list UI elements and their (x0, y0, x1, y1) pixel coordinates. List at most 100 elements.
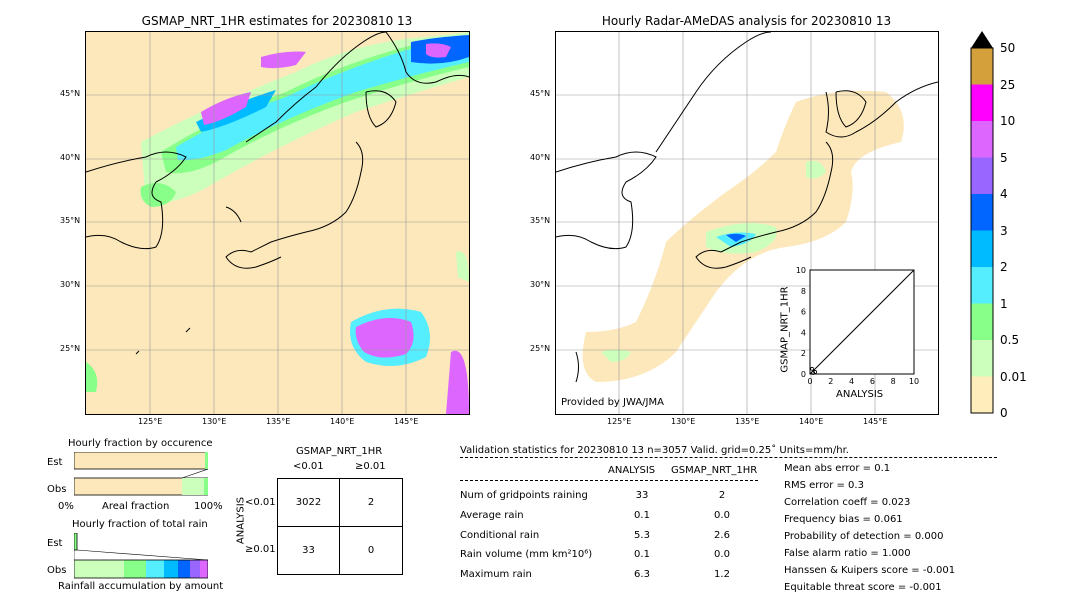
occurrence-axis-mid: Areal fraction (102, 501, 170, 512)
inset-y-tick: 0 (801, 370, 806, 379)
inset-y-tick: 2 (801, 349, 806, 358)
rainfall-svg (73, 532, 209, 579)
occurrence-bar-obs-rain (204, 478, 208, 495)
left-lon-tick: 130°E (202, 417, 227, 426)
left-map-coastline (86, 32, 469, 355)
rainfall-bar-obs-5 (178, 560, 190, 578)
right-lon-tick: 145°E (863, 417, 888, 426)
right-lon-tick: 130°E (671, 417, 696, 426)
validation-row-analysis: 33 (635, 490, 649, 501)
inset-x-tick: 6 (870, 377, 875, 386)
right-map-canvas (556, 32, 938, 414)
contingency-cell: 33 (302, 545, 315, 556)
contingency-title: GSMAP_NRT_1HR (296, 446, 383, 457)
validation-row-gsmap: 0.0 (714, 549, 730, 560)
left-lat-tick: 35°N (60, 216, 81, 225)
right-lon-tick: 135°E (735, 417, 760, 426)
left-map-grid (86, 32, 469, 414)
inset-svg: 00 2 2 4 4 6 6 8 8 10 10 (796, 266, 919, 386)
right-map-title: Hourly Radar-AMeDAS analysis for 2023081… (601, 14, 892, 28)
inset-ylabel: GSMAP_NRT_1HR (779, 286, 791, 373)
left-rain-field (86, 32, 469, 414)
validation-row-gsmap: 2.6 (714, 530, 730, 541)
rainfall-bar-obs-1 (74, 560, 124, 578)
colorbar-label: 0 (1000, 406, 1008, 420)
score-line: Mean abs error = 0.1 (784, 463, 891, 474)
occurrence-bar-obs-light (182, 478, 204, 495)
validation-row-gsmap: 2 (718, 490, 726, 501)
colorbar-swatch (971, 194, 993, 231)
colorbar-label: 25 (1000, 77, 1016, 92)
validation-header: Validation statistics for 20230810 13 n=… (460, 445, 849, 456)
inset-diagonal (809, 269, 915, 375)
left-lat-tick: 40°N (60, 153, 81, 162)
right-lat-tick: 45°N (530, 89, 551, 98)
colorbar-label: 5 (1000, 150, 1008, 165)
score-line: False alarm ratio = 1.000 (784, 548, 911, 559)
colorbar-label: 2 (1000, 260, 1008, 274)
validation-header-rule (460, 457, 997, 458)
colorbar-swatch (971, 267, 993, 304)
occurrence-bar-est (73, 451, 209, 470)
score-line: Probability of detection = 0.000 (784, 531, 944, 542)
inset-x-tick: 2 (828, 377, 833, 386)
inset-x-tick: 8 (891, 377, 896, 386)
colorbar-swatch (971, 121, 993, 158)
rainfall-bar-obs-2 (124, 560, 146, 578)
inset-xlabel: ANALYSIS (836, 389, 884, 400)
occurrence-svg (73, 451, 209, 496)
left-lat-tick: 30°N (60, 280, 81, 289)
occurrence-axis-right: 100% (194, 501, 223, 512)
left-lat-tick: 45°N (60, 89, 81, 98)
contingency-row-label: <0.01 (245, 497, 276, 508)
score-line: Equitable threat score = -0.001 (784, 582, 942, 593)
colorbar-swatch (971, 84, 993, 121)
score-line: Hanssen & Kuipers score = -0.001 (784, 565, 956, 576)
validation-row-analysis: 0.1 (634, 549, 650, 560)
contingency-col-label: <0.01 (293, 461, 324, 472)
inset-x-tick: 0 (807, 377, 812, 386)
contingency-cell: 3022 (295, 497, 322, 508)
contingency-col-label: ≥0.01 (355, 461, 386, 472)
right-lat-tick: 40°N (530, 153, 551, 162)
validation-row-gsmap: 1.2 (714, 569, 730, 580)
left-map-canvas (86, 32, 469, 414)
occurrence-row-est: Est (47, 457, 63, 468)
rainfall-caption: Rainfall accumulation by amount (58, 581, 224, 592)
left-map (85, 31, 470, 415)
occurrence-title: Hourly fraction by occurence (68, 438, 213, 449)
contingency-cell: 2 (367, 497, 375, 508)
validation-row-label: Maximum rain (460, 569, 532, 580)
colorbar-swatch (971, 48, 993, 85)
colorbar-label: 4 (1000, 187, 1008, 201)
inset-x-tick: 10 (909, 377, 919, 386)
rainfall-bar-obs-4 (164, 560, 178, 578)
left-lon-tick: 140°E (330, 417, 355, 426)
right-lat-tick: 30°N (530, 280, 551, 289)
right-lon-tick: 125°E (607, 417, 632, 426)
validation-row-label: Num of gridpoints raining (460, 490, 588, 501)
inset-point (810, 366, 814, 371)
colorbar-label: 0.01 (1000, 369, 1027, 384)
rainfall-chart (73, 532, 209, 579)
colorbar-swatch (971, 157, 993, 194)
left-lat-tick: 25°N (60, 344, 81, 353)
colorbar-swatch (971, 376, 993, 413)
colorbar-swatch (971, 340, 993, 377)
validation-col-analysis: ANALYSIS (608, 465, 656, 476)
validation-row-analysis: 5.3 (634, 530, 650, 541)
left-lon-tick: 135°E (266, 417, 291, 426)
colorbar-extend-arrow (971, 31, 993, 48)
left-map-title: GSMAP_NRT_1HR estimates for 20230810 13 (141, 14, 413, 28)
colorbar-outline (970, 47, 994, 414)
inset-y-tick: 10 (796, 266, 806, 275)
colorbar-label: 0.5 (1000, 333, 1020, 347)
rainfall-connector (76, 549, 209, 561)
colorbar-label: 10 (1000, 114, 1016, 128)
contingency-cell: 0 (367, 545, 375, 556)
validation-row-gsmap: 0.0 (714, 510, 730, 521)
score-line: Frequency bias = 0.061 (784, 514, 903, 525)
validation-row-analysis: 0.1 (634, 510, 650, 521)
rainfall-bar-obs-6 (190, 560, 200, 578)
colorbar-swatch (971, 230, 993, 267)
